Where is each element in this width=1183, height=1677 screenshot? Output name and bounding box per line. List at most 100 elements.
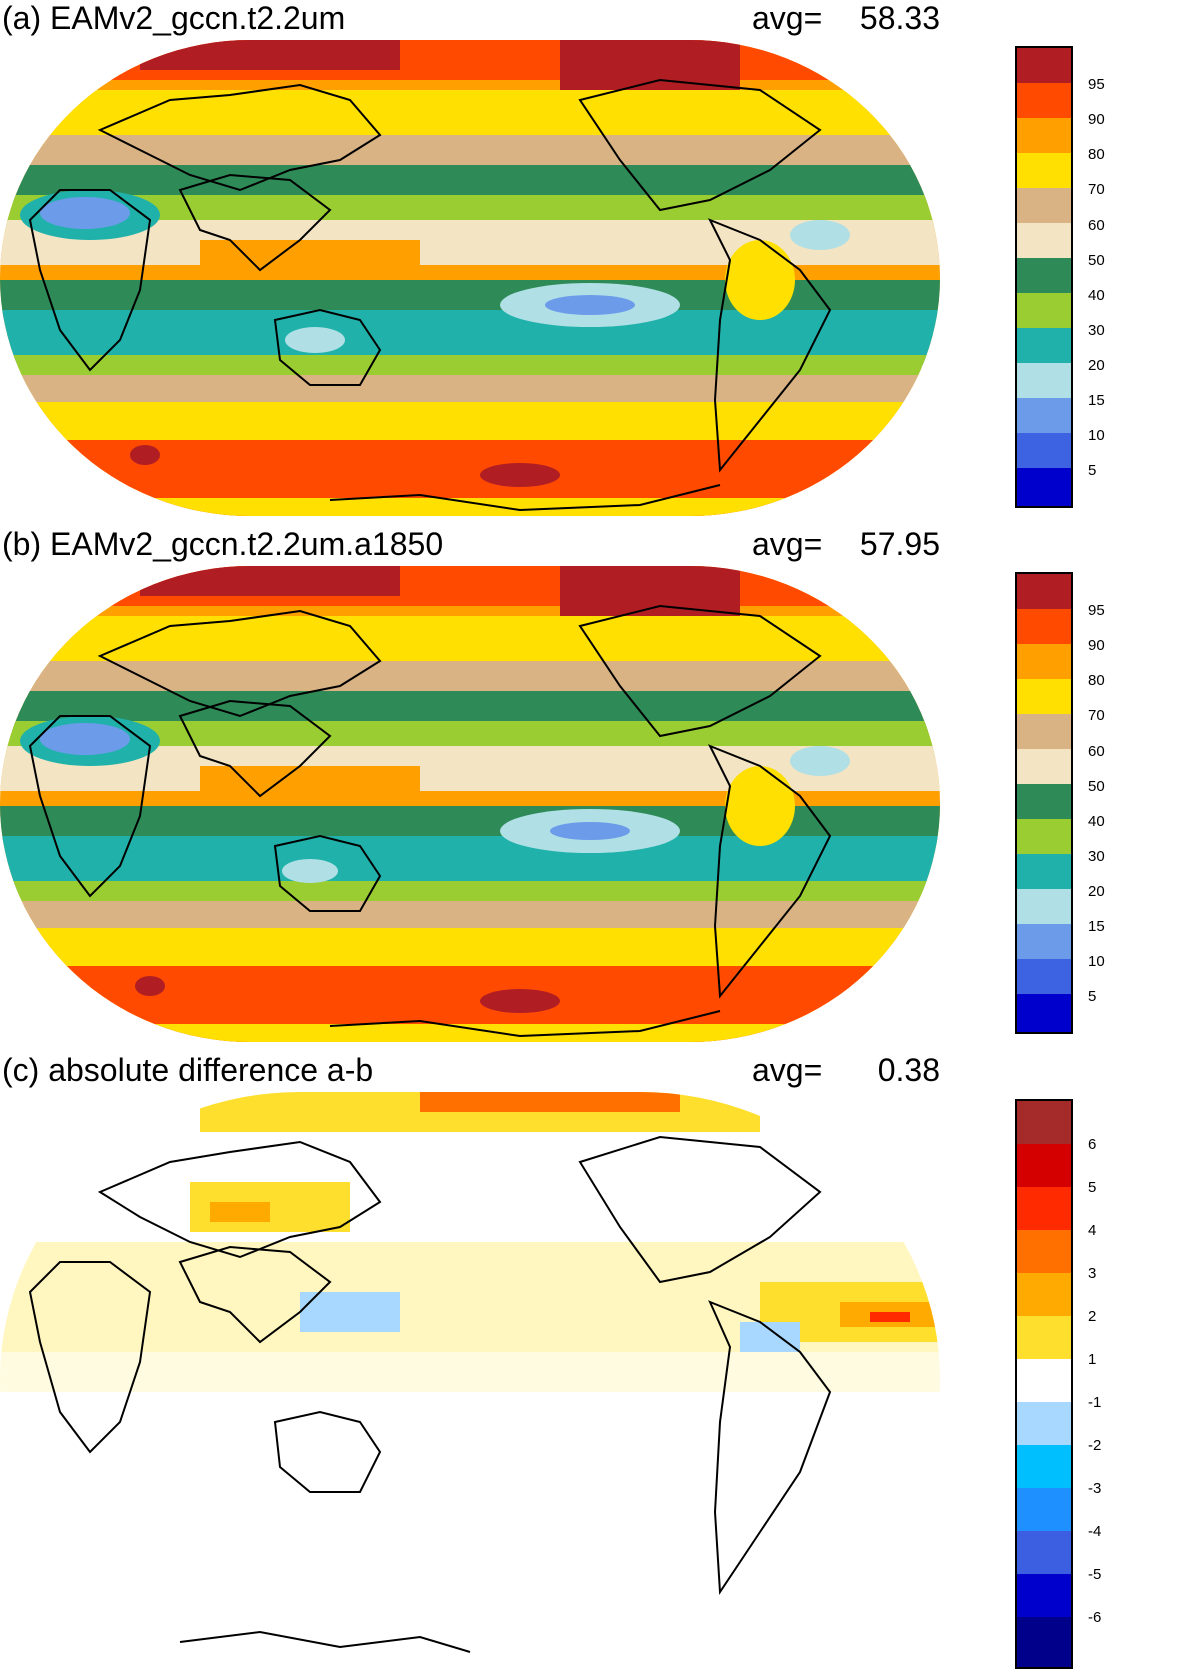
colorbar-label: -3	[1088, 1480, 1102, 1497]
colorbar-label: 95	[1088, 76, 1105, 93]
colorbar-swatch	[1017, 293, 1071, 328]
field-patch	[870, 1312, 910, 1322]
coastline	[578, 604, 822, 738]
colorbar-label: -5	[1088, 1566, 1102, 1583]
coastline	[28, 1261, 152, 1454]
colorbar-swatch	[1017, 924, 1071, 959]
colorbar	[1015, 46, 1073, 508]
colorbar	[1015, 1099, 1073, 1669]
coastline	[179, 1630, 471, 1653]
colorbar-label: 80	[1088, 672, 1105, 689]
avg-label: avg=	[752, 1052, 823, 1088]
colorbar-label: -4	[1088, 1523, 1102, 1540]
field-band	[0, 928, 940, 973]
colorbar-swatch	[1017, 1402, 1071, 1445]
colorbar-label: 10	[1088, 427, 1105, 444]
colorbar-swatch	[1017, 574, 1071, 609]
panel-c: (c) absolute difference a-b avg= 0.38	[0, 1052, 1183, 1672]
colorbar-label: 50	[1088, 252, 1105, 269]
panel-title: (c) absolute difference a-b	[2, 1052, 374, 1088]
global-map	[0, 40, 940, 516]
colorbar-swatch	[1017, 223, 1071, 258]
field-band	[0, 402, 940, 447]
field-patch	[140, 40, 400, 70]
avg-label: avg=	[752, 0, 823, 36]
colorbar-label: 5	[1088, 1179, 1097, 1196]
colorbar-label: 70	[1088, 181, 1105, 198]
global-map	[0, 1092, 940, 1667]
field-band	[0, 498, 940, 516]
colorbar-label: 50	[1088, 778, 1105, 795]
colorbar-swatch	[1017, 749, 1071, 784]
colorbar-label: 5	[1088, 988, 1097, 1005]
coastline	[97, 609, 382, 718]
colorbar-swatch	[1017, 468, 1071, 506]
colorbar-swatch	[1017, 1144, 1071, 1187]
field-patch	[300, 1292, 400, 1332]
colorbar-label: -1	[1088, 1394, 1102, 1411]
colorbar-label: 90	[1088, 111, 1105, 128]
coastline	[273, 308, 382, 386]
colorbar-swatch	[1017, 118, 1071, 153]
coastline	[707, 744, 832, 999]
panel-title: (a) EAMv2_gccn.t2.2um	[2, 0, 346, 36]
coastline	[97, 83, 382, 192]
colorbar-label: 40	[1088, 813, 1105, 830]
colorbar-swatch	[1017, 433, 1071, 468]
coastline	[329, 1010, 721, 1038]
global-map	[0, 566, 940, 1042]
field-band	[0, 1352, 940, 1392]
colorbar-swatch	[1017, 48, 1071, 83]
coastline	[273, 834, 382, 912]
colorbar-swatch	[1017, 1101, 1071, 1144]
colorbar-label: 60	[1088, 743, 1105, 760]
colorbar-label: 90	[1088, 637, 1105, 654]
colorbar-swatch	[1017, 1531, 1071, 1574]
colorbar-swatch	[1017, 83, 1071, 118]
colorbar-swatch	[1017, 1574, 1071, 1617]
avg-value: 0.38	[877, 1052, 940, 1088]
colorbar-swatch	[1017, 714, 1071, 749]
colorbar-label: 15	[1088, 918, 1105, 935]
colorbar-label: 2	[1088, 1308, 1097, 1325]
colorbar-label: 70	[1088, 707, 1105, 724]
colorbar-label: 10	[1088, 953, 1105, 970]
field-patch	[560, 40, 740, 95]
colorbar-swatch	[1017, 994, 1071, 1032]
field-patch	[740, 1322, 800, 1352]
colorbar-swatch	[1017, 363, 1071, 398]
colorbar-label: -2	[1088, 1437, 1102, 1454]
field-patch	[560, 566, 740, 621]
coastline	[28, 189, 152, 372]
coastline	[707, 218, 832, 473]
colorbar-swatch	[1017, 1617, 1071, 1667]
field-band	[0, 566, 940, 606]
panel-title: (b) EAMv2_gccn.t2.2um.a1850	[2, 526, 444, 562]
colorbar-swatch	[1017, 1488, 1071, 1531]
field-patch	[140, 566, 400, 596]
coastline	[97, 1140, 382, 1259]
coastline	[178, 1245, 332, 1344]
colorbar-swatch	[1017, 784, 1071, 819]
coastline	[578, 1135, 822, 1284]
panel-a: (a) EAMv2_gccn.t2.2um avg= 58.33	[0, 0, 1183, 520]
colorbar-label: -6	[1088, 1609, 1102, 1626]
colorbar-swatch	[1017, 959, 1071, 994]
colorbar-swatch	[1017, 1230, 1071, 1273]
colorbar-swatch	[1017, 1316, 1071, 1359]
colorbar-swatch	[1017, 188, 1071, 223]
colorbar-swatch	[1017, 679, 1071, 714]
colorbar-swatch	[1017, 398, 1071, 433]
colorbar-swatch	[1017, 1359, 1071, 1402]
colorbar-swatch	[1017, 153, 1071, 188]
colorbar-label: 40	[1088, 287, 1105, 304]
colorbar-label: 1	[1088, 1351, 1097, 1368]
coastline	[28, 715, 152, 898]
colorbar-swatch	[1017, 819, 1071, 854]
colorbar-label: 30	[1088, 322, 1105, 339]
colorbar	[1015, 572, 1073, 1034]
field-band	[0, 1024, 940, 1042]
colorbar-label: 20	[1088, 357, 1105, 374]
field-band	[0, 40, 940, 80]
coastline	[329, 484, 721, 512]
